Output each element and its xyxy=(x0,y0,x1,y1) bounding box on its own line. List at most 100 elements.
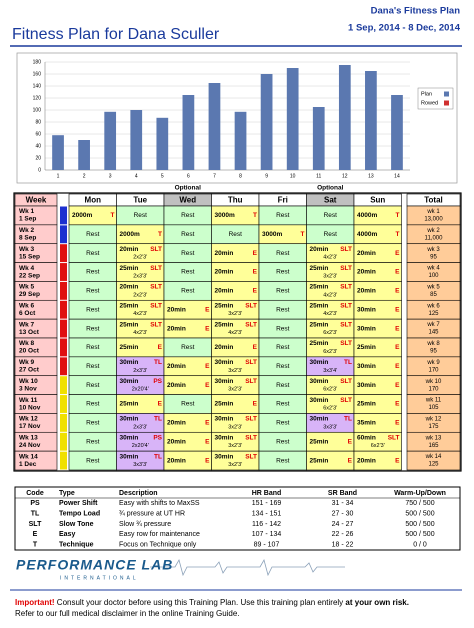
day-code: E xyxy=(253,250,258,257)
week-date: 24 Nov xyxy=(19,442,41,449)
day-text: 30min xyxy=(357,382,376,389)
day-code: SLT xyxy=(245,435,257,442)
day-text: Rest xyxy=(86,288,100,295)
day-text: 3000m xyxy=(215,212,235,219)
day-detail: 2x2'3' xyxy=(133,292,147,298)
day-text: Rest xyxy=(86,306,100,313)
day-text: 20min xyxy=(215,250,234,257)
x-tick-label: 3 xyxy=(109,173,112,179)
day-text: Rest xyxy=(276,212,290,219)
x-tick-label: 1 xyxy=(57,173,60,179)
schedule-frame xyxy=(13,192,462,472)
day-detail: 2x3'3' xyxy=(133,424,147,430)
day-code: E xyxy=(395,382,400,389)
codes-cell: SLT xyxy=(29,521,42,528)
codes-cell: 151 - 169 xyxy=(252,500,282,507)
day-detail: 6x2'3' xyxy=(323,387,337,393)
day-text: 20min xyxy=(167,306,186,313)
phase-strip xyxy=(60,413,67,432)
day-detail: 2x3'3' xyxy=(133,368,147,374)
day-code: E xyxy=(205,420,210,427)
day-code: SLT xyxy=(340,321,352,328)
day-detail: 4x2'3' xyxy=(323,311,337,317)
day-text: 20min xyxy=(167,438,186,445)
day-detail: 2x20'4' xyxy=(132,387,149,393)
week-label: Wk 11 xyxy=(19,397,38,404)
total-label: wk 13 xyxy=(425,435,442,441)
day-text: Rest xyxy=(276,306,290,313)
day-text: 30min xyxy=(120,453,139,460)
phase-strip xyxy=(60,451,67,470)
codes-cell: 24 - 27 xyxy=(332,521,354,528)
codes-cell: 89 - 107 xyxy=(254,542,280,549)
day-text: 20min xyxy=(215,288,234,295)
day-text: 4000m xyxy=(357,231,377,238)
codes-cell: PS xyxy=(30,500,40,507)
disclaimer-text: Consult your doctor before using this Tr… xyxy=(57,598,343,607)
day-text: 20min xyxy=(357,250,376,257)
day-text: 35min xyxy=(357,420,376,427)
total-value: 11,000 xyxy=(425,235,444,241)
day-code: E xyxy=(205,363,210,370)
day-text: 25min xyxy=(310,265,329,272)
week-date: 29 Sep xyxy=(19,291,40,298)
day-text: 60min xyxy=(357,435,376,442)
day-code: E xyxy=(395,344,400,351)
day-text: 30min xyxy=(120,416,139,423)
day-text: 3000m xyxy=(262,231,282,238)
day-text: 30min xyxy=(310,378,329,385)
day-detail: 6x2'3' xyxy=(323,406,337,412)
week-label: Wk 14 xyxy=(19,453,38,460)
day-text: 25min xyxy=(120,265,139,272)
phase-strip xyxy=(60,244,67,263)
day-text: Rest xyxy=(86,250,100,257)
bar xyxy=(182,95,195,170)
day-code: SLT xyxy=(150,265,162,272)
day-code: SLT xyxy=(245,321,257,328)
y-tick-label: 80 xyxy=(35,119,41,125)
total-value: 175 xyxy=(428,424,439,430)
day-code: T xyxy=(396,212,400,219)
day-text: Rest xyxy=(86,344,100,351)
phase-strip xyxy=(60,300,67,319)
total-label: wk 4 xyxy=(426,266,440,272)
day-text: Rest xyxy=(86,457,100,464)
page-title: Fitness Plan for Dana Sculler xyxy=(12,26,220,43)
day-text: Rest xyxy=(276,382,290,389)
x-tick-label: 11 xyxy=(316,173,321,179)
day-text: Rest xyxy=(181,269,195,276)
day-text: Rest xyxy=(86,420,100,427)
day-text: 25min xyxy=(310,340,329,347)
disclaimer-line-1: Important! Consult your doctor before us… xyxy=(15,598,409,607)
day-detail: 3x2'3' xyxy=(228,443,242,449)
day-code: E xyxy=(205,306,210,313)
week-date: 20 Oct xyxy=(19,348,40,355)
day-detail: 4x2'3' xyxy=(133,311,147,317)
codes-cell: 0 / 0 xyxy=(413,542,427,549)
day-code: E xyxy=(158,344,163,351)
week-label: Wk 9 xyxy=(19,359,35,366)
x-tick-label: 7 xyxy=(213,173,216,179)
day-code: TL xyxy=(154,416,162,423)
y-tick-label: 100 xyxy=(33,107,42,113)
day-code: SLT xyxy=(340,378,352,385)
day-code: TL xyxy=(344,416,352,423)
day-text: Rest xyxy=(276,363,290,370)
day-text: 25min xyxy=(215,321,234,328)
day-text: 20min xyxy=(167,363,186,370)
day-text: Rest xyxy=(181,212,195,219)
day-text: 20min xyxy=(357,288,376,295)
day-code: SLT xyxy=(150,246,162,253)
day-code: T xyxy=(111,212,115,219)
day-code: TL xyxy=(154,453,162,460)
total-label: wk 5 xyxy=(426,285,440,291)
x-tick-label: 10 xyxy=(290,173,296,179)
optional-label: Optional xyxy=(317,185,344,192)
day-text: Rest xyxy=(86,363,100,370)
day-text: Rest xyxy=(86,269,100,276)
day-text: 30min xyxy=(120,378,139,385)
optional-label: Optional xyxy=(175,185,202,192)
day-code: SLT xyxy=(245,453,257,460)
day-code: SLT xyxy=(340,340,352,347)
codes-cell: 22 - 26 xyxy=(332,531,354,538)
